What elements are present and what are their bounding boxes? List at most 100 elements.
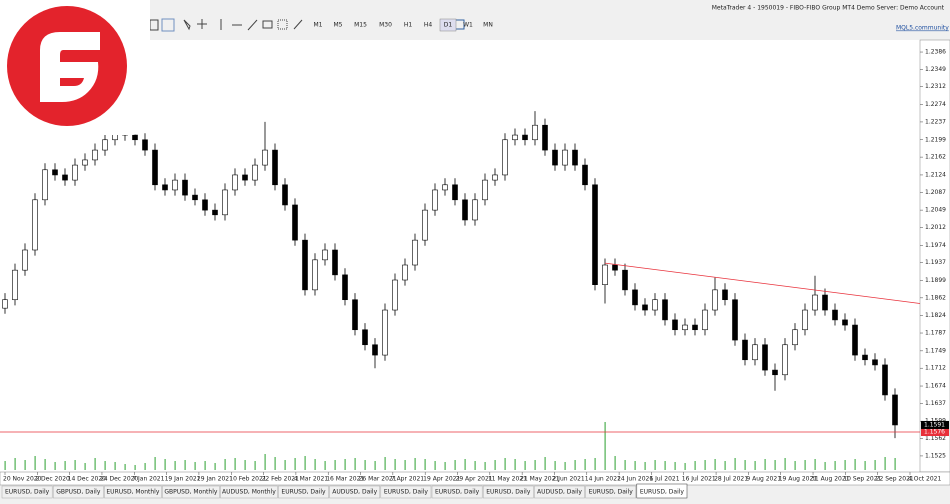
tool-icon[interactable] xyxy=(161,18,175,32)
timeframe-button[interactable]: M30 xyxy=(379,22,392,29)
candle-body xyxy=(102,139,108,151)
tab[interactable] xyxy=(52,485,104,499)
y-tick-label: 1.1637 xyxy=(925,400,946,407)
candle-body xyxy=(602,264,608,286)
candle-body xyxy=(512,134,518,141)
candle-body xyxy=(552,149,558,166)
timeframe-button[interactable]: H1 xyxy=(404,22,413,29)
timeframe-button[interactable]: D1 xyxy=(444,22,453,29)
volume-bar xyxy=(174,461,176,470)
crosshair-icon[interactable] xyxy=(197,19,207,29)
timeframe-button[interactable]: M1 xyxy=(314,22,323,29)
candle-body xyxy=(812,294,818,311)
y-tick-label: 1.2012 xyxy=(925,224,946,231)
volume-bar xyxy=(94,458,96,470)
volume-bar xyxy=(34,456,36,470)
mql5-link[interactable]: MQL5.community xyxy=(896,25,949,32)
tab[interactable] xyxy=(329,485,381,499)
tab[interactable] xyxy=(380,485,432,499)
volume-bar xyxy=(884,457,886,470)
y-tick-label: 1.1674 xyxy=(925,383,946,390)
channel-icon[interactable] xyxy=(277,19,288,30)
x-tick-label: 22 Feb 2021 xyxy=(262,476,300,483)
tab-bar: EURUSD, Daily GBPUSD, Daily EURUSD, Monthl… xyxy=(1,483,688,499)
candle-body xyxy=(632,289,638,306)
x-tick-label: 4 Oct 2021 xyxy=(908,476,941,483)
volume-bar xyxy=(754,461,756,470)
tab[interactable] xyxy=(1,485,53,499)
x-tick-label: 14 Jun 2021 xyxy=(585,476,621,483)
candle-body xyxy=(412,239,418,266)
x-tick-label: 19 Apr 2021 xyxy=(423,476,460,483)
volume-bar xyxy=(204,461,206,470)
candle-body xyxy=(182,179,188,196)
cursor-icon[interactable] xyxy=(183,19,191,31)
volume-bar xyxy=(404,460,406,470)
trend-icon[interactable] xyxy=(247,19,258,31)
volume-bar xyxy=(154,457,156,470)
volume-bar xyxy=(814,459,816,470)
tab[interactable] xyxy=(585,485,637,499)
x-tick-label: 31 Aug 2021 xyxy=(811,476,850,483)
timeframe-button[interactable]: H4 xyxy=(424,22,433,29)
candle-body xyxy=(32,199,38,251)
volume-bar xyxy=(384,457,386,470)
volume-bar xyxy=(854,459,856,470)
volume-bar xyxy=(304,456,306,470)
volume-bar xyxy=(164,459,166,470)
tab[interactable] xyxy=(278,485,329,499)
fib-icon[interactable] xyxy=(293,19,303,30)
candle-body xyxy=(392,279,398,311)
tab-label: GBPUSD, Daily xyxy=(56,489,101,496)
candle-body xyxy=(852,324,858,356)
tab[interactable] xyxy=(220,485,278,499)
candle-body xyxy=(72,164,78,181)
volume-bar xyxy=(344,459,346,470)
timeframe-button[interactable]: M5 xyxy=(334,22,343,29)
tab[interactable] xyxy=(482,485,534,499)
candle-body xyxy=(702,309,708,331)
x-tick-label: 19 Jan 2021 xyxy=(165,476,201,483)
candle-body xyxy=(312,259,318,291)
volume-bar xyxy=(764,459,766,470)
candle-body xyxy=(832,309,838,321)
volume-bar xyxy=(874,460,876,470)
tab[interactable] xyxy=(431,485,483,499)
volume-bar xyxy=(484,462,486,470)
y-tick-label: 1.2124 xyxy=(925,171,946,178)
y-tick-label: 1.1937 xyxy=(925,259,946,266)
timeframe-button[interactable]: M15 xyxy=(354,22,367,29)
timeframe-button[interactable]: W1 xyxy=(463,22,473,29)
timeframe-button[interactable]: MN xyxy=(483,22,493,29)
volume-bar xyxy=(194,462,196,470)
volume-bar xyxy=(374,461,376,470)
tab[interactable] xyxy=(104,485,162,499)
volume-bar xyxy=(644,462,646,470)
volume-bar xyxy=(354,458,356,470)
window-title: MetaTrader 4 - 1950019 - FIBO-FIBO Group… xyxy=(712,5,945,12)
candle-body xyxy=(662,299,668,321)
volume-bar xyxy=(464,459,466,470)
x-tick-label: 4 Mar 2021 xyxy=(294,476,328,483)
x-tick-label: 16 Jul 2021 xyxy=(682,476,716,483)
tab[interactable] xyxy=(636,483,688,499)
volume-bar xyxy=(804,460,806,470)
text-icon[interactable] xyxy=(262,20,273,29)
x-tick-label: 26 Mar 2021 xyxy=(359,476,397,483)
logo-glyph xyxy=(40,32,100,102)
candle-body xyxy=(92,149,98,161)
candle-body xyxy=(862,354,868,361)
time-axis xyxy=(0,471,950,486)
candle-body xyxy=(742,339,748,361)
tab[interactable] xyxy=(162,485,220,499)
y-tick-label: 1.2274 xyxy=(925,101,946,108)
volume-bar xyxy=(534,460,536,470)
tab-label: EURUSD, Daily xyxy=(589,489,634,496)
tab[interactable] xyxy=(534,485,585,499)
x-tick-label: 7 Jan 2021 xyxy=(132,476,164,483)
x-tick-label: 24 Dec 2020 xyxy=(100,476,139,483)
plot: 1.2386 1.2349 1.2312 1.2274 1.2237 1.2199 1.21… xyxy=(0,49,949,483)
tab-label: EURUSD, Daily xyxy=(5,489,50,496)
tab-label: EURUSD, Daily xyxy=(435,489,480,496)
